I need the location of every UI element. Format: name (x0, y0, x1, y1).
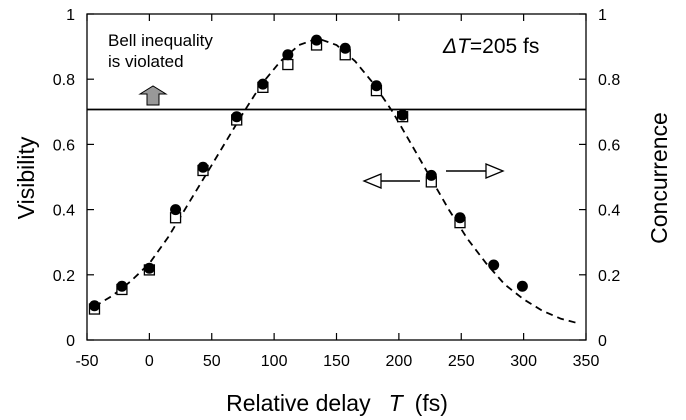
visibility-point (516, 280, 528, 292)
y-tick-label-left: 0.2 (53, 268, 75, 285)
right-arrow-head (485, 163, 505, 179)
x-tick-label: -50 (75, 353, 98, 370)
visibility-point (339, 42, 351, 54)
y-tick-label-left: 0.8 (53, 72, 75, 89)
y-tick-label-left: 0.6 (53, 137, 75, 154)
x-tick-label: 0 (145, 353, 154, 370)
axis-ticks (86, 13, 587, 341)
x-axis-label: Relative delay T (fs) (226, 390, 448, 416)
y-tick-label-right: 0.6 (598, 137, 620, 154)
y-tick-label-right: 0.8 (598, 72, 620, 89)
y-axis-label-right: Concurrence (646, 112, 672, 244)
visibility-point (231, 111, 243, 123)
visibility-point (88, 300, 100, 312)
bell-annotation-line2: is violated (108, 52, 184, 71)
data-markers (88, 34, 528, 315)
visibility-point (425, 169, 437, 181)
visibility-point (397, 109, 409, 121)
axis-indicator-arrows (362, 163, 505, 189)
visibility-point (488, 259, 500, 271)
y-tick-label-right: 1 (598, 7, 607, 24)
bell-annotation-line1: Bell inequality (108, 31, 213, 50)
visibility-point (454, 212, 466, 224)
x-tick-label: 100 (261, 353, 288, 370)
y-tick-label-left: 0 (66, 333, 75, 350)
x-tick-label: 150 (323, 353, 350, 370)
visibility-point (170, 204, 182, 216)
x-tick-label: 300 (510, 353, 537, 370)
y-axis-label-left: Visibility (13, 136, 39, 219)
x-tick-label: 50 (203, 353, 221, 370)
visibility-point (116, 280, 128, 292)
visibility-point (370, 80, 382, 92)
y-tick-label-left: 0.4 (53, 203, 75, 220)
left-arrow-head (362, 173, 382, 189)
visibility-point (282, 49, 294, 61)
visibility-point (311, 34, 323, 46)
visibility-point (143, 262, 155, 274)
x-tick-label: 250 (448, 353, 475, 370)
delta-t-annotation: ΔT=205 fs (442, 35, 539, 58)
visibility-point (257, 78, 269, 90)
up-arrow (138, 85, 168, 106)
y-tick-label-left: 1 (66, 7, 75, 24)
y-tick-label-right: 0.2 (598, 268, 620, 285)
x-tick-label: 350 (573, 353, 600, 370)
fit-curve-dashed (94, 37, 581, 325)
y-tick-label-right: 0.4 (598, 203, 620, 220)
y-tick-label-right: 0 (598, 333, 607, 350)
x-tick-label: 200 (386, 353, 413, 370)
visibility-point (197, 161, 209, 173)
concurrence-point (282, 58, 294, 71)
